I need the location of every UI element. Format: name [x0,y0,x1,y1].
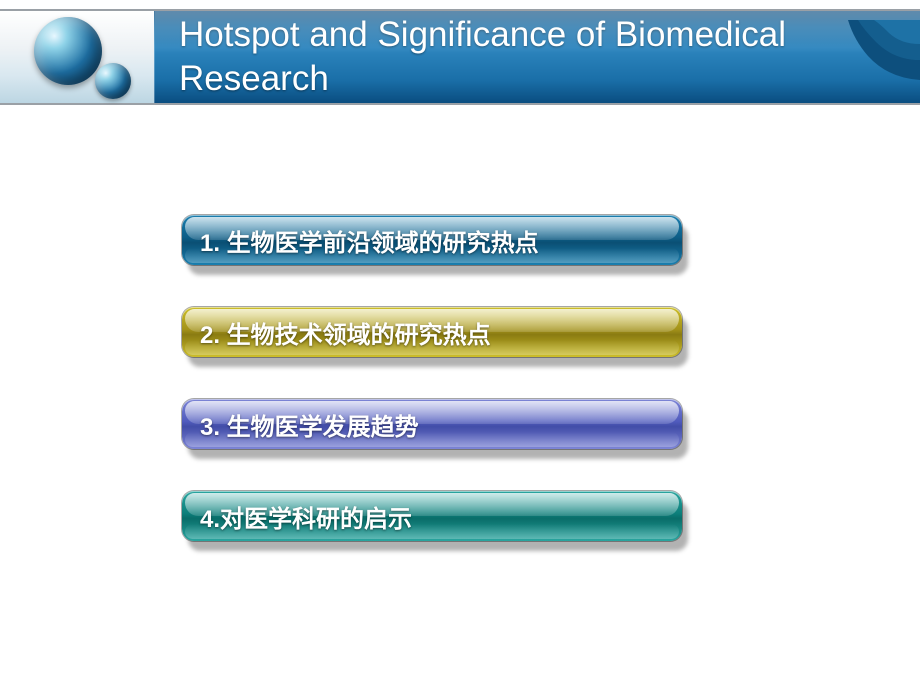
header-globe-area [0,11,154,103]
globe-small-icon [95,63,131,99]
item-bar-3: 3. 生物医学发展趋势 [182,399,682,449]
page-title: Hotspot and Significance of Biomedical R… [179,13,920,101]
header-band: Hotspot and Significance of Biomedical R… [0,9,920,105]
list-item: 2. 生物技术领域的研究热点 [182,307,682,357]
list-item: 1. 生物医学前沿领域的研究热点 [182,215,682,265]
item-label: 3. 生物医学发展趋势 [200,407,419,442]
items-list: 1. 生物医学前沿领域的研究热点 2. 生物技术领域的研究热点 3. 生物医学发… [182,215,682,541]
header-title-area: Hotspot and Significance of Biomedical R… [154,11,920,103]
item-bar-4: 4.对医学科研的启示 [182,491,682,541]
list-item: 3. 生物医学发展趋势 [182,399,682,449]
item-label: 1. 生物医学前沿领域的研究热点 [200,223,539,258]
item-label: 4.对医学科研的启示 [200,499,412,534]
item-bar-1: 1. 生物医学前沿领域的研究热点 [182,215,682,265]
globe-large-icon [34,17,102,85]
item-bar-2: 2. 生物技术领域的研究热点 [182,307,682,357]
list-item: 4.对医学科研的启示 [182,491,682,541]
item-label: 2. 生物技术领域的研究热点 [200,315,491,350]
